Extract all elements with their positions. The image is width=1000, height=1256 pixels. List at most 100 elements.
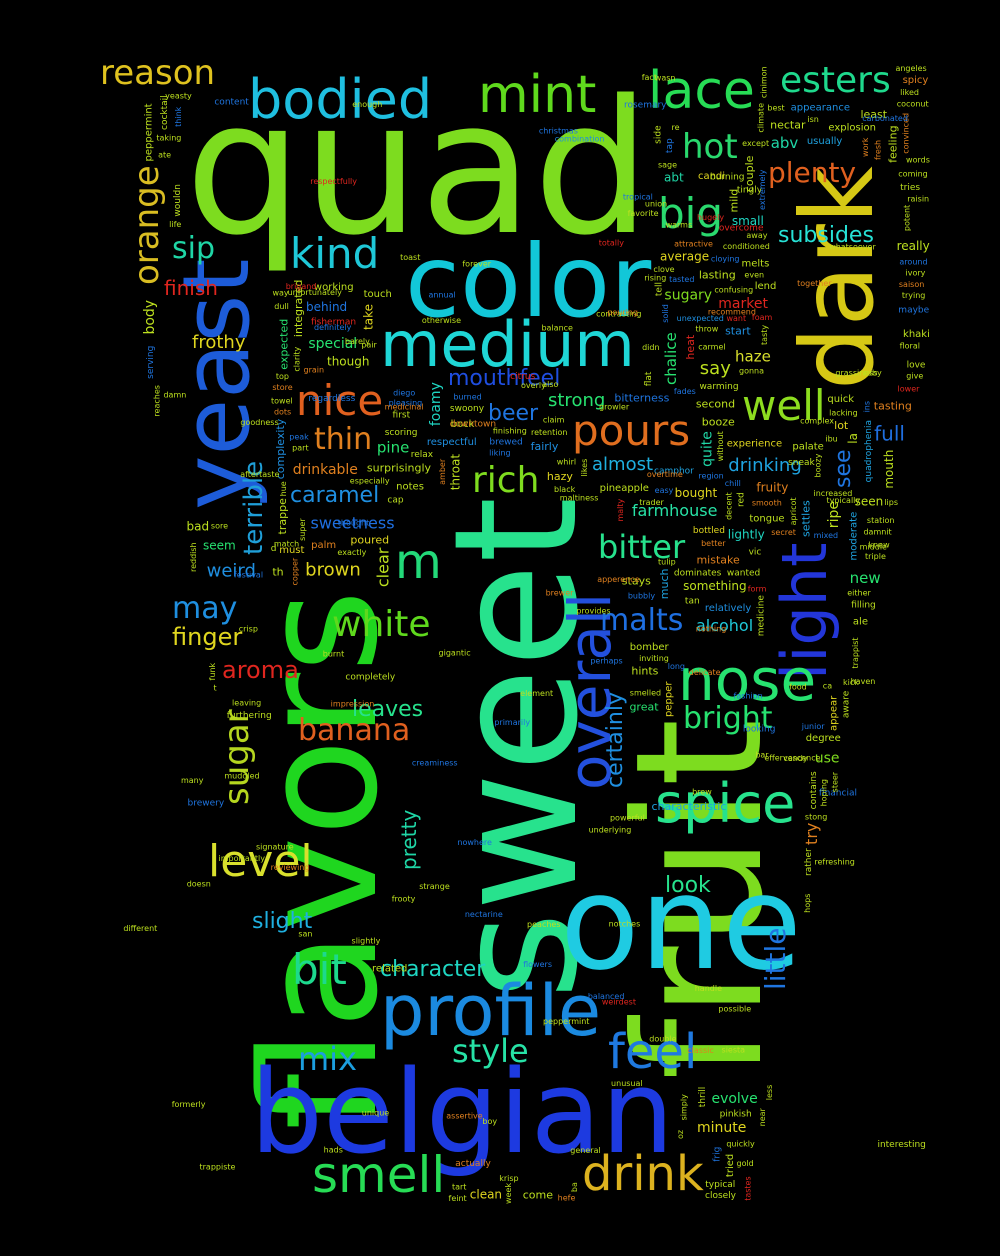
cloud-word: palate bbox=[792, 441, 823, 452]
cloud-word: flavors bbox=[226, 589, 413, 1130]
cloud-word: sweetness bbox=[311, 513, 395, 532]
cloud-word: totally bbox=[599, 238, 625, 247]
cloud-word: whirl bbox=[557, 458, 576, 467]
cloud-word: middle bbox=[860, 542, 887, 551]
cloud-word: overly bbox=[521, 381, 546, 390]
cloud-word: carbonated bbox=[862, 114, 908, 123]
cloud-word: crisp bbox=[239, 625, 258, 634]
cloud-word: integrated bbox=[292, 280, 305, 337]
cloud-word: lasting bbox=[699, 268, 736, 281]
cloud-word: grassiness bbox=[835, 369, 877, 378]
cloud-word: fruity bbox=[756, 481, 788, 495]
cloud-word: chill bbox=[725, 479, 741, 488]
cloud-word: actually bbox=[455, 1159, 491, 1169]
cloud-word: floral bbox=[900, 341, 920, 350]
cloud-word: tasted bbox=[669, 275, 694, 284]
cloud-word: vic bbox=[749, 548, 762, 558]
cloud-word: foamy bbox=[428, 382, 444, 426]
cloud-word: feel bbox=[608, 1024, 697, 1080]
cloud-word: long bbox=[668, 662, 685, 671]
cloud-word: surprisingly bbox=[367, 461, 432, 474]
cloud-word: doesn bbox=[187, 880, 211, 889]
cloud-word: recommend bbox=[708, 308, 756, 317]
cloud-word: think bbox=[174, 106, 183, 127]
cloud-word: pretty bbox=[397, 810, 421, 870]
cloud-word: poured bbox=[350, 534, 389, 547]
cloud-word: bitter bbox=[598, 528, 686, 566]
cloud-word: malts bbox=[600, 603, 683, 638]
cloud-word: characteristic bbox=[651, 800, 726, 813]
cloud-word: dull bbox=[274, 302, 289, 311]
cloud-word: likes bbox=[580, 459, 589, 477]
cloud-word: tingly bbox=[737, 185, 763, 195]
cloud-word: food bbox=[789, 682, 807, 691]
cloud-word: quad bbox=[185, 60, 650, 276]
cloud-word: regardless bbox=[308, 394, 355, 404]
cloud-word: relatively bbox=[705, 603, 751, 614]
cloud-word: simply bbox=[680, 1094, 689, 1120]
cloud-word: kind bbox=[290, 229, 379, 278]
cloud-word: drink bbox=[582, 1146, 704, 1202]
cloud-word: funk bbox=[208, 662, 217, 680]
cloud-word: d bbox=[271, 544, 277, 554]
cloud-word: smell bbox=[312, 1146, 445, 1204]
cloud-word: warming bbox=[699, 382, 738, 392]
cloud-word: weird bbox=[207, 560, 256, 581]
cloud-word: haven bbox=[851, 677, 876, 686]
cloud-word: less bbox=[765, 1085, 774, 1100]
cloud-word: growler bbox=[599, 402, 630, 411]
cloud-word: cloying bbox=[711, 255, 740, 264]
cloud-word: filling bbox=[851, 600, 876, 610]
cloud-word: khaki bbox=[903, 329, 930, 340]
cloud-word: coming bbox=[898, 169, 927, 178]
cloud-word: pair bbox=[361, 341, 377, 350]
cloud-word: drinkable bbox=[293, 462, 358, 478]
cloud-word: hot bbox=[682, 127, 738, 167]
cloud-word: feeling bbox=[886, 125, 899, 162]
cloud-word: attractive bbox=[674, 239, 713, 248]
cloud-word: expected bbox=[278, 319, 291, 370]
cloud-word: hads bbox=[324, 1145, 343, 1154]
cloud-word: want bbox=[726, 314, 746, 323]
cloud-word: take bbox=[361, 304, 375, 330]
cloud-word: station bbox=[867, 516, 895, 525]
cloud-word: unfortunately bbox=[288, 288, 343, 297]
cloud-word: reason bbox=[100, 53, 215, 93]
cloud-word: bought bbox=[675, 486, 718, 500]
cloud-word: belgian bbox=[250, 1046, 674, 1180]
cloud-word: delicate bbox=[689, 668, 721, 677]
cloud-word: rather bbox=[804, 848, 814, 876]
cloud-word: camphor bbox=[654, 466, 694, 476]
cloud-word: trader bbox=[639, 498, 664, 507]
cloud-word: mouthfeel bbox=[448, 366, 560, 391]
cloud-word: store bbox=[272, 383, 292, 392]
cloud-word: warms bbox=[666, 220, 693, 229]
cloud-word: candy bbox=[783, 754, 807, 763]
cloud-word: yeasty bbox=[165, 91, 192, 100]
cloud-word: clarity bbox=[292, 346, 301, 371]
cloud-word: inviting bbox=[639, 654, 669, 663]
cloud-word: sip bbox=[172, 231, 215, 266]
cloud-word: dots bbox=[274, 408, 291, 417]
cloud-word: coconut bbox=[897, 99, 929, 108]
cloud-word: region bbox=[698, 472, 723, 481]
cloud-word: work bbox=[861, 137, 870, 157]
cloud-word: spice bbox=[655, 772, 795, 835]
cloud-word: content bbox=[214, 97, 249, 107]
cloud-word: interesting bbox=[877, 1140, 925, 1150]
cloud-word: primarily bbox=[494, 718, 530, 727]
cloud-word: nowhere bbox=[457, 838, 492, 847]
cloud-word: clove bbox=[653, 265, 674, 274]
cloud-word: around bbox=[899, 258, 927, 267]
cloud-word: perhaps bbox=[590, 656, 622, 665]
cloud-word: body bbox=[142, 300, 158, 335]
cloud-word: white bbox=[332, 604, 431, 645]
cloud-word: seem bbox=[203, 539, 236, 553]
cloud-word: exactly bbox=[337, 548, 366, 557]
cloud-word: give bbox=[906, 372, 923, 381]
cloud-word: quick bbox=[827, 394, 854, 405]
cloud-word: otherwise bbox=[422, 316, 461, 325]
cloud-word: maltiness bbox=[560, 494, 599, 503]
cloud-word: classic bbox=[687, 1046, 713, 1055]
